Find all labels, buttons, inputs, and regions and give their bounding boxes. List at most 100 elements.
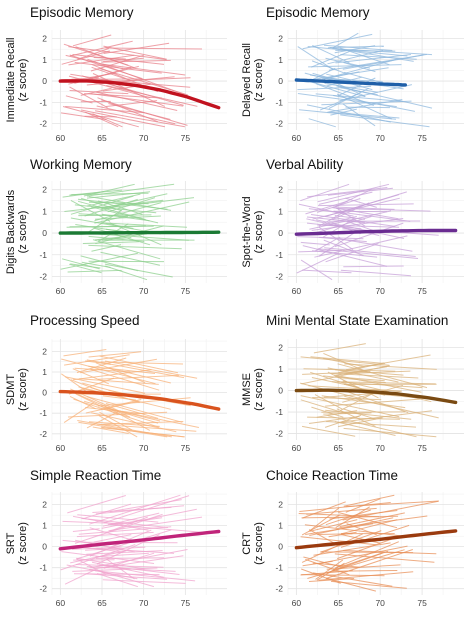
trend-line bbox=[294, 529, 458, 550]
y-axis-label: SDMT bbox=[5, 374, 17, 405]
panel-5: 60 65 70 75 -2 -1 0 1 2 Processing Speed SDMT (z sc… bbox=[5, 313, 227, 453]
panel-title: Choice Reaction Time bbox=[266, 468, 398, 483]
individual-trajectory bbox=[88, 209, 122, 233]
x-tick-label: 65 bbox=[334, 286, 344, 296]
individual-trajectory bbox=[74, 61, 162, 74]
individual-trajectory bbox=[314, 235, 408, 258]
individual-trajectory bbox=[328, 111, 400, 119]
individual-trajectory bbox=[82, 503, 132, 520]
y-tick-label: -2 bbox=[39, 271, 47, 281]
y-tick-label: 1 bbox=[42, 55, 47, 65]
x-tick-label: 75 bbox=[417, 286, 427, 296]
individual-trajectory bbox=[339, 391, 376, 412]
individual-trajectory bbox=[88, 421, 160, 427]
individual-trajectory bbox=[80, 358, 157, 374]
panel-title: Simple Reaction Time bbox=[30, 468, 161, 483]
individual-trajectory bbox=[305, 200, 349, 215]
individual-trajectory bbox=[91, 66, 131, 81]
individual-trajectory bbox=[326, 550, 389, 574]
individual-trajectory bbox=[99, 355, 179, 374]
individual-trajectory bbox=[305, 558, 350, 576]
x-tick-label: 65 bbox=[97, 443, 107, 453]
individual-trajectory bbox=[327, 45, 384, 49]
y-axis-label: SRT bbox=[5, 532, 17, 554]
individual-trajectory bbox=[108, 367, 171, 384]
individual-trajectory bbox=[89, 549, 188, 569]
individual-trajectory bbox=[85, 111, 119, 128]
individual-trajectory bbox=[308, 507, 340, 532]
individual-trajectory bbox=[331, 381, 423, 389]
individual-trajectory bbox=[343, 265, 404, 268]
individual-trajectory bbox=[95, 225, 164, 245]
individual-trajectory bbox=[76, 531, 154, 538]
trend-line bbox=[294, 78, 407, 87]
individual-trajectory bbox=[86, 193, 141, 207]
individual-trajectory bbox=[83, 400, 159, 424]
individual-trajectory bbox=[309, 415, 360, 424]
individual-trajectory bbox=[106, 85, 198, 107]
y-tick-label: 0 bbox=[278, 386, 283, 396]
individual-trajectory bbox=[74, 513, 163, 544]
x-tick-label: 70 bbox=[139, 443, 149, 453]
individual-trajectory bbox=[335, 54, 411, 64]
individual-trajectory bbox=[300, 395, 400, 418]
individual-trajectory bbox=[96, 423, 197, 432]
individual-trajectory bbox=[323, 71, 360, 80]
individual-trajectory bbox=[92, 426, 129, 434]
individual-trajectory bbox=[340, 269, 411, 277]
y-tick-label: -1 bbox=[275, 250, 283, 260]
individual-trajectory bbox=[317, 533, 353, 535]
individual-trajectory bbox=[323, 44, 393, 51]
x-tick-label: 65 bbox=[97, 133, 107, 143]
individual-trajectory bbox=[86, 396, 183, 423]
panel-3: 60 65 70 75 -2 -1 0 1 2 Working Memory Digits Back… bbox=[5, 157, 227, 296]
y-tick-label: 1 bbox=[42, 367, 47, 377]
individual-trajectory bbox=[97, 397, 191, 407]
individual-trajectory bbox=[334, 421, 396, 436]
individual-trajectory bbox=[103, 57, 144, 62]
individual-trajectory bbox=[102, 83, 153, 92]
individual-trajectory bbox=[322, 78, 383, 82]
individual-trajectory bbox=[84, 198, 138, 217]
x-tick-label: 75 bbox=[181, 286, 191, 296]
y-axis-label-unit: (z score) bbox=[253, 522, 265, 565]
x-tick-label: 65 bbox=[97, 598, 107, 608]
individual-trajectory bbox=[106, 407, 161, 422]
panel-title: Verbal Ability bbox=[266, 157, 344, 172]
individual-trajectory bbox=[317, 224, 400, 228]
y-axis-label-unit: (z score) bbox=[253, 368, 265, 411]
x-tick-label: 60 bbox=[56, 133, 66, 143]
individual-trajectory bbox=[88, 244, 182, 250]
x-tick-label: 70 bbox=[139, 286, 149, 296]
individual-trajectory bbox=[305, 523, 374, 535]
individual-trajectory bbox=[342, 408, 376, 420]
individual-trajectory bbox=[90, 368, 160, 391]
individual-trajectory bbox=[98, 564, 180, 575]
individual-trajectory bbox=[297, 85, 372, 91]
individual-trajectory bbox=[312, 397, 382, 401]
y-axis-label-unit: (z score) bbox=[17, 59, 29, 102]
y-tick-label: -2 bbox=[275, 429, 283, 439]
y-tick-label: 0 bbox=[42, 76, 47, 86]
individual-trajectory bbox=[332, 80, 366, 97]
individual-trajectory bbox=[102, 579, 186, 584]
individual-trajectory bbox=[342, 54, 424, 70]
individual-trajectory bbox=[61, 50, 110, 65]
individual-trajectory bbox=[302, 501, 346, 519]
individual-trajectory bbox=[61, 551, 155, 564]
individual-trajectory bbox=[298, 513, 380, 518]
individual-trajectory bbox=[85, 546, 146, 551]
individual-trajectory bbox=[297, 46, 334, 71]
individual-trajectory bbox=[310, 356, 386, 364]
individual-trajectory bbox=[312, 197, 400, 220]
individual-trajectory bbox=[332, 48, 433, 56]
x-tick-label: 60 bbox=[56, 286, 66, 296]
individual-trajectory bbox=[100, 222, 188, 228]
individual-trajectory bbox=[79, 378, 159, 385]
individual-trajectory bbox=[324, 414, 362, 428]
individual-trajectory bbox=[109, 516, 148, 532]
individual-trajectory bbox=[330, 580, 407, 589]
y-tick-label: 2 bbox=[278, 34, 283, 44]
individual-trajectory bbox=[331, 570, 398, 572]
individual-trajectory bbox=[299, 109, 397, 120]
